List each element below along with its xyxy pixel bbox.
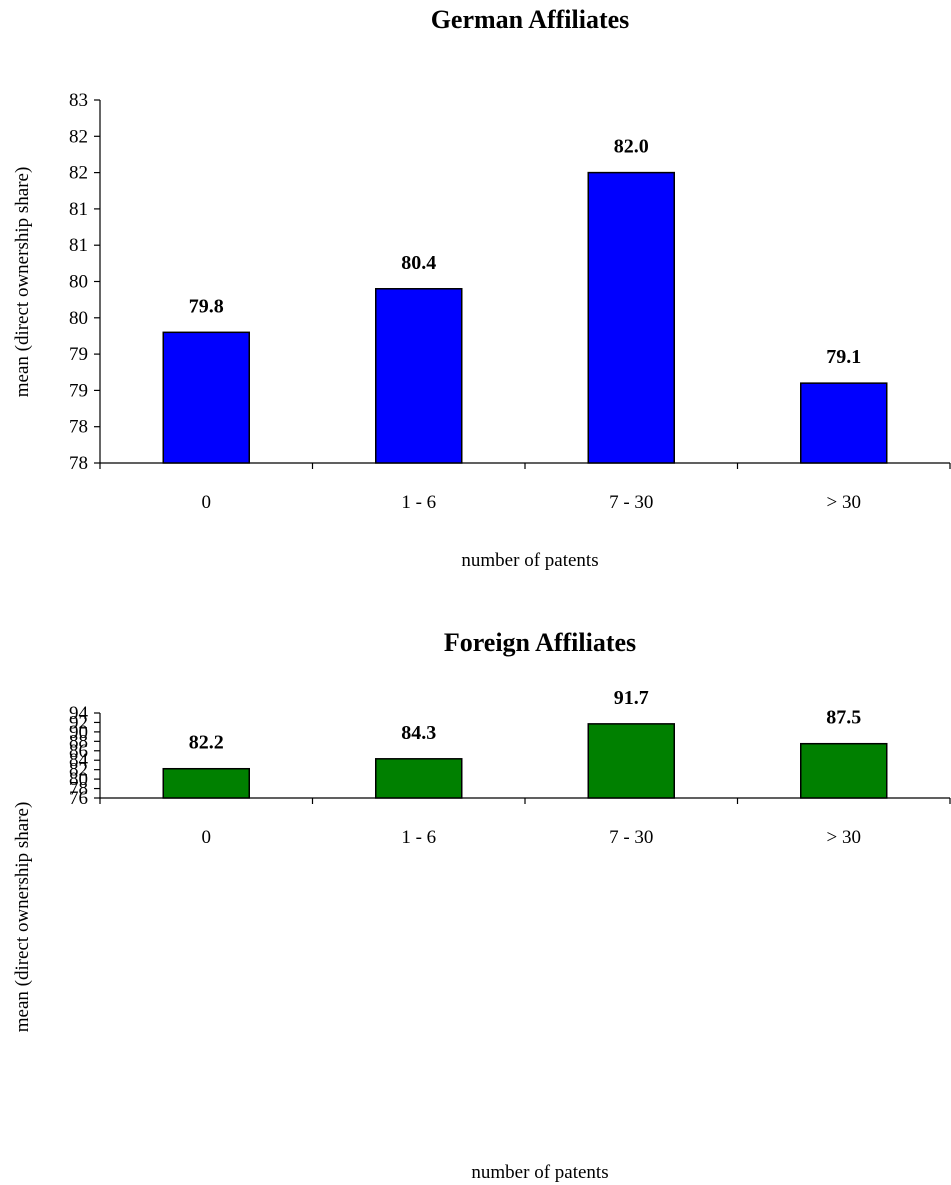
data-label: 84.3 xyxy=(401,722,436,744)
bar xyxy=(375,288,463,464)
y-tick-label: 90 xyxy=(69,722,88,743)
plot-area: 78 78 79 79 80 80 81 81 82 82 83 79.8 0 80.4 1 - 6 82.0… xyxy=(69,90,951,513)
y-tick-label: 82 xyxy=(69,126,88,147)
x-axis-title: number of patents xyxy=(461,550,598,571)
x-tick-label: 7 - 30 xyxy=(609,827,653,848)
data-label: 79.8 xyxy=(189,295,224,317)
x-tick-label: 7 - 30 xyxy=(609,492,653,513)
bar xyxy=(800,742,888,799)
y-tick-label: 94 xyxy=(69,703,89,724)
y-tick-label: 92 xyxy=(69,712,88,733)
data-label: 87.5 xyxy=(826,707,861,729)
foreign-affiliates-chart: Foreign Affiliates mean (direct ownershi… xyxy=(12,628,951,1183)
y-tick-label: 82 xyxy=(69,163,88,184)
y-tick-label: 80 xyxy=(69,769,88,790)
y-tick-label: 79 xyxy=(69,380,88,401)
x-tick-label: 1 - 6 xyxy=(401,492,436,513)
x-tick-label: 0 xyxy=(202,827,212,848)
y-tick-label: 79 xyxy=(69,344,88,365)
bar xyxy=(375,758,463,799)
y-tick-label: 84 xyxy=(69,750,89,771)
x-axis-title: number of patents xyxy=(471,1162,608,1183)
data-label: 79.1 xyxy=(826,346,861,368)
y-tick-label: 80 xyxy=(69,308,88,329)
data-label: 80.4 xyxy=(401,252,436,274)
y-tick-label: 80 xyxy=(69,272,88,293)
y-tick-label: 88 xyxy=(69,731,88,752)
x-tick-label: > 30 xyxy=(827,827,861,848)
data-label: 91.7 xyxy=(614,687,649,709)
y-tick-label: 81 xyxy=(69,199,88,220)
bar xyxy=(162,331,250,464)
chart-title: Foreign Affiliates xyxy=(444,628,636,657)
bar xyxy=(587,171,675,464)
bar xyxy=(800,382,888,464)
german-affiliates-chart: German Affiliates mean (direct ownership… xyxy=(12,5,951,571)
y-tick-label: 83 xyxy=(69,90,88,111)
data-label: 82.2 xyxy=(189,732,224,754)
data-label: 82.0 xyxy=(614,136,649,158)
y-tick-label: 78 xyxy=(69,417,88,438)
y-tick-label: 78 xyxy=(69,453,88,474)
bar xyxy=(587,723,675,799)
y-tick-label: 86 xyxy=(69,741,88,762)
bar xyxy=(162,767,250,799)
y-axis-title: mean (direct ownership share) xyxy=(12,802,33,1033)
y-tick-label: 76 xyxy=(69,788,88,809)
y-tick-label: 82 xyxy=(69,760,88,781)
y-tick-label: 78 xyxy=(69,779,88,800)
x-tick-label: > 30 xyxy=(827,492,861,513)
x-tick-label: 1 - 6 xyxy=(401,827,436,848)
chart-title: German Affiliates xyxy=(431,5,630,34)
y-tick-label: 81 xyxy=(69,235,88,256)
y-axis-title: mean (direct ownership share) xyxy=(12,167,33,398)
x-tick-label: 0 xyxy=(202,492,212,513)
